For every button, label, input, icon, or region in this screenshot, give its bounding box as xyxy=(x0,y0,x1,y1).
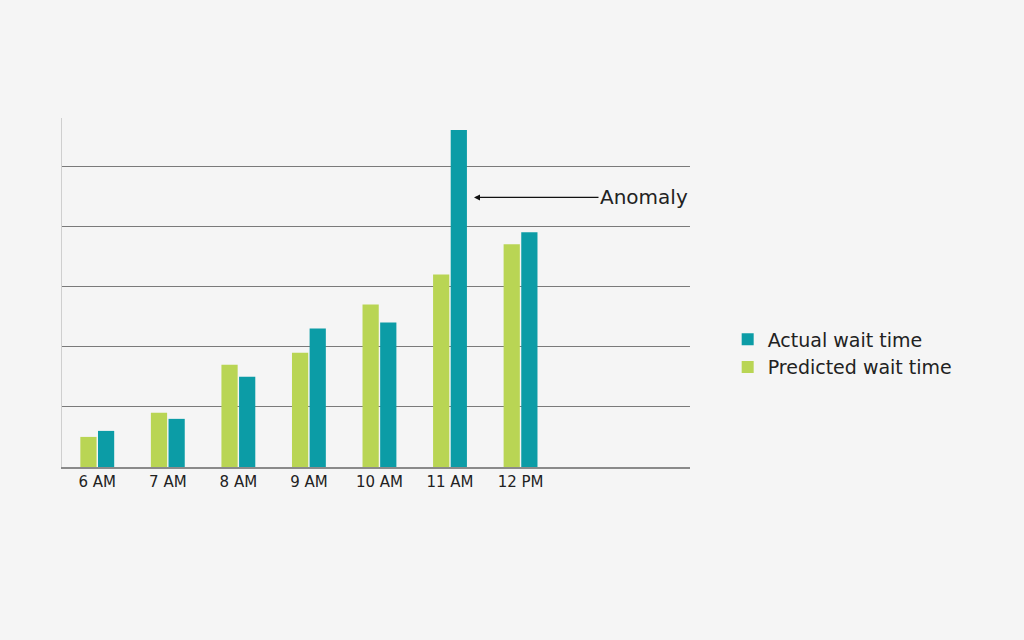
svg-text:Anomaly: Anomaly xyxy=(600,185,688,209)
svg-text:10 AM: 10 AM xyxy=(356,473,403,491)
svg-text:11 AM: 11 AM xyxy=(426,473,473,491)
svg-text:6 AM: 6 AM xyxy=(79,473,117,491)
svg-text:Predicted wait time: Predicted wait time xyxy=(768,356,952,378)
svg-text:8 AM: 8 AM xyxy=(220,473,258,491)
svg-text:Actual wait time: Actual wait time xyxy=(768,329,922,351)
svg-text:12 PM: 12 PM xyxy=(498,473,544,491)
svg-text:9 AM: 9 AM xyxy=(290,473,328,491)
svg-text:7 AM: 7 AM xyxy=(149,473,187,491)
